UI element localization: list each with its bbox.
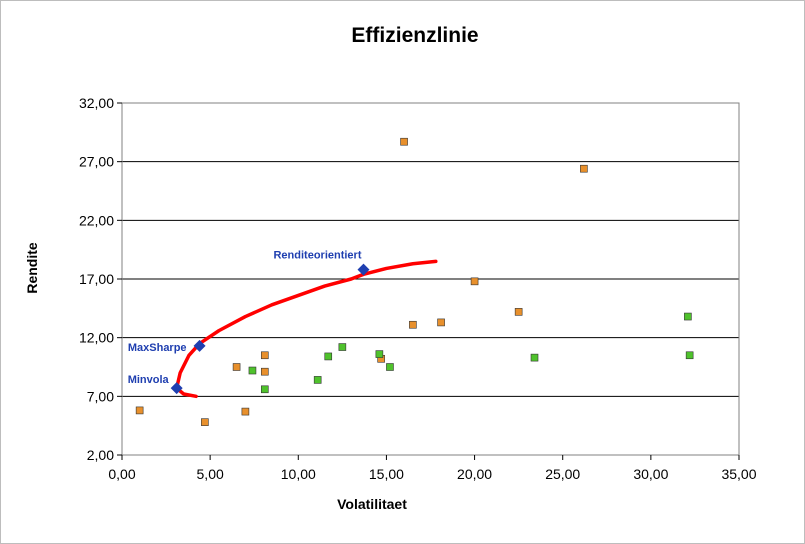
- x-tick-label: 15,00: [369, 466, 404, 482]
- data-point-green: [386, 363, 394, 371]
- highlight-label: Renditeorientiert: [273, 250, 361, 262]
- data-point-green: [248, 366, 257, 375]
- data-point-orange: [135, 406, 144, 415]
- data-point-green: [375, 350, 384, 358]
- y-tick-labels: 2,00 7,00 12,00 17,00 22,00 27,00 32,00: [79, 95, 122, 463]
- highlight-marker: [170, 382, 183, 395]
- data-point-green: [338, 343, 347, 351]
- data-point-orange: [514, 308, 523, 316]
- data-point-orange: [201, 418, 209, 426]
- highlight-label: MaxSharpe: [128, 342, 187, 354]
- data-point-orange: [260, 367, 269, 376]
- x-tick-label: 25,00: [545, 466, 580, 482]
- data-point-green: [685, 351, 694, 360]
- x-tick-labels: 0,00 5,00 10,00 15,00 20,00 25,00 30,00 35,00: [108, 455, 757, 482]
- gridlines: [122, 102, 739, 397]
- y-tick-label: 17,00: [79, 271, 114, 287]
- x-tick-label: 5,00: [197, 466, 224, 482]
- x-tick-label: 35,00: [721, 466, 756, 482]
- data-point-orange: [437, 318, 445, 327]
- data-point-orange: [409, 320, 417, 329]
- data-point-orange: [232, 363, 241, 371]
- data-marks: [135, 137, 694, 426]
- x-tick-label: 20,00: [457, 466, 492, 482]
- data-point-orange: [260, 351, 269, 360]
- highlight-label: Minvola: [128, 374, 170, 386]
- highlight-marker: [357, 263, 370, 276]
- y-tick-label: 12,00: [79, 330, 114, 346]
- frontier-line: [174, 259, 438, 399]
- x-tick-label: 30,00: [633, 466, 668, 482]
- data-point-orange: [241, 407, 250, 416]
- y-tick-label: 2,00: [87, 447, 114, 463]
- highlight-marker: [193, 339, 206, 352]
- data-point-green: [324, 352, 333, 361]
- y-tick-label: 7,00: [87, 388, 114, 404]
- x-tick-label: 0,00: [108, 466, 135, 482]
- data-point-green: [313, 376, 322, 384]
- data-point-orange: [580, 164, 588, 173]
- y-axis-title: Rendite: [24, 242, 40, 294]
- y-tick-label: 32,00: [79, 95, 114, 111]
- x-axis-title: Volatilitaet: [337, 496, 407, 512]
- data-point-green: [684, 312, 692, 321]
- data-point-green: [530, 353, 539, 362]
- data-point-green: [260, 385, 269, 394]
- y-tick-label: 22,00: [79, 212, 114, 228]
- data-point-orange: [470, 277, 479, 286]
- y-tick-label: 27,00: [79, 154, 114, 170]
- highlight-annotations: Minvola MaxSharpe Renditeorientiert: [128, 250, 370, 395]
- x-tick-label: 10,00: [281, 466, 316, 482]
- chart-title: Effizienzlinie: [351, 24, 478, 47]
- data-point-orange: [400, 137, 408, 146]
